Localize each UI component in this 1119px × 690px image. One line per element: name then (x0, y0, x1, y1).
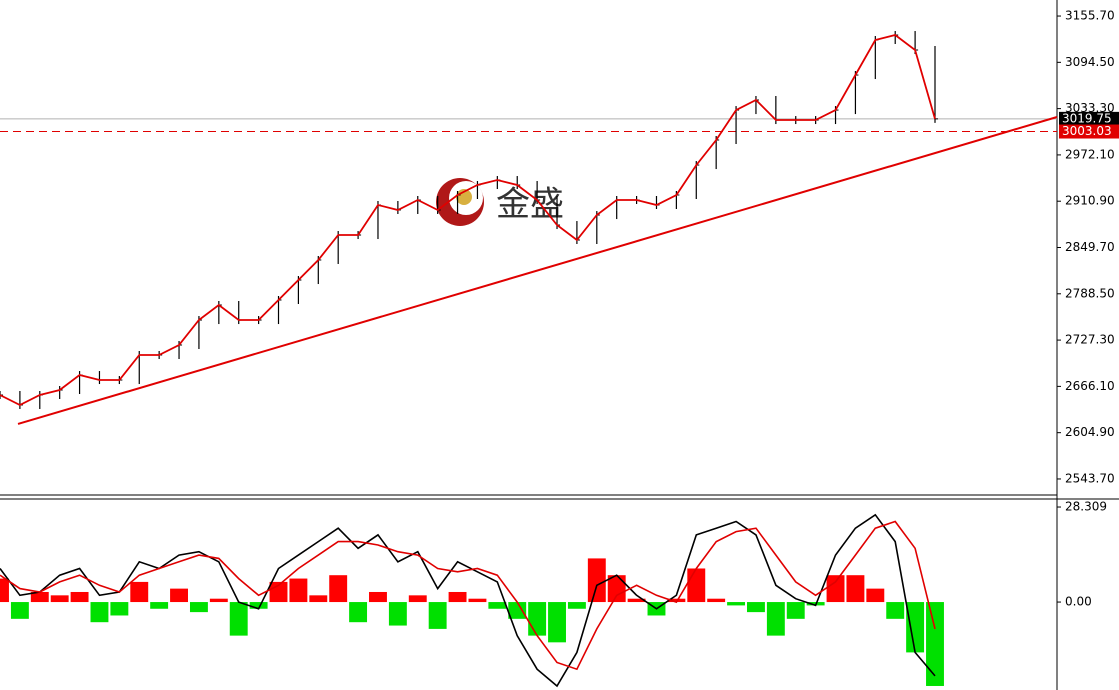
histogram-bar (349, 602, 368, 623)
histogram-bar (388, 602, 407, 626)
price-label: 3003.03 (1062, 124, 1112, 138)
histogram-bar (667, 598, 686, 603)
histogram-bar (309, 595, 328, 603)
price-line-series (0, 34, 936, 407)
y-tick-label: 2666.10 (1065, 379, 1115, 393)
indicator-line (0, 513, 936, 688)
histogram-bar (428, 602, 447, 629)
histogram-bar (408, 595, 427, 603)
histogram-bar (846, 575, 865, 603)
histogram-bar (886, 602, 905, 619)
histogram-bar (289, 578, 308, 603)
histogram-bar (826, 575, 845, 603)
histogram-bar (150, 602, 169, 609)
y-tick-label: 2727.30 (1065, 333, 1115, 347)
histogram-bar (687, 568, 706, 603)
y-tick-label: 2604.90 (1065, 425, 1115, 439)
histogram-bar (627, 598, 646, 603)
y-tick-label: 2849.70 (1065, 240, 1115, 254)
y-tick-label: 2910.90 (1065, 194, 1115, 208)
indicator-line (0, 520, 936, 671)
histogram-bar (130, 581, 149, 603)
histogram-bar (110, 602, 129, 616)
y-tick-label: 0.00 (1065, 595, 1092, 609)
histogram-bar (468, 598, 487, 603)
histogram-bar (229, 602, 248, 636)
histogram-bar (926, 602, 944, 686)
histogram-bar (170, 588, 188, 603)
histogram-bar (30, 591, 49, 603)
y-tick-label: 3033.30 (1065, 101, 1115, 115)
y-tick-label: 2972.10 (1065, 147, 1115, 161)
histogram-bar (548, 602, 566, 643)
histogram-bar (70, 591, 89, 603)
histogram-bar (329, 575, 348, 603)
histogram-bar (707, 598, 726, 603)
price-label-box (1059, 124, 1119, 139)
histogram-bar (90, 602, 109, 623)
y-tick-label: 2543.70 (1065, 471, 1115, 485)
histogram-bar (727, 602, 746, 606)
y-tick-label: 28.309 (1065, 500, 1107, 514)
y-tick-label: 2788.50 (1065, 286, 1115, 300)
histogram-bar (607, 575, 626, 603)
trendline (17, 116, 1058, 425)
histogram-bar (766, 602, 785, 636)
histogram-bar (567, 602, 586, 609)
y-tick-label: 3155.70 (1065, 9, 1115, 23)
histogram-bar (508, 602, 527, 619)
histogram-bar (488, 602, 507, 609)
histogram-bar (528, 602, 547, 636)
histogram-bar (50, 595, 69, 603)
histogram-bar (906, 602, 925, 653)
y-tick-label: 3094.50 (1065, 55, 1115, 69)
histogram-bar (866, 588, 885, 603)
price-label-box (1059, 111, 1119, 126)
histogram-bar (786, 602, 805, 619)
histogram-bar (189, 602, 208, 613)
histogram-bar (747, 602, 765, 613)
histogram-bar (587, 558, 606, 603)
histogram-bar (0, 578, 9, 603)
histogram-bar (448, 591, 467, 603)
histogram-bar (209, 598, 228, 603)
histogram-bar (10, 602, 29, 619)
price-label: 3019.75 (1062, 111, 1112, 125)
watermark: 金盛 (496, 185, 564, 225)
histogram-bar (249, 602, 268, 609)
histogram-bar (369, 591, 387, 603)
